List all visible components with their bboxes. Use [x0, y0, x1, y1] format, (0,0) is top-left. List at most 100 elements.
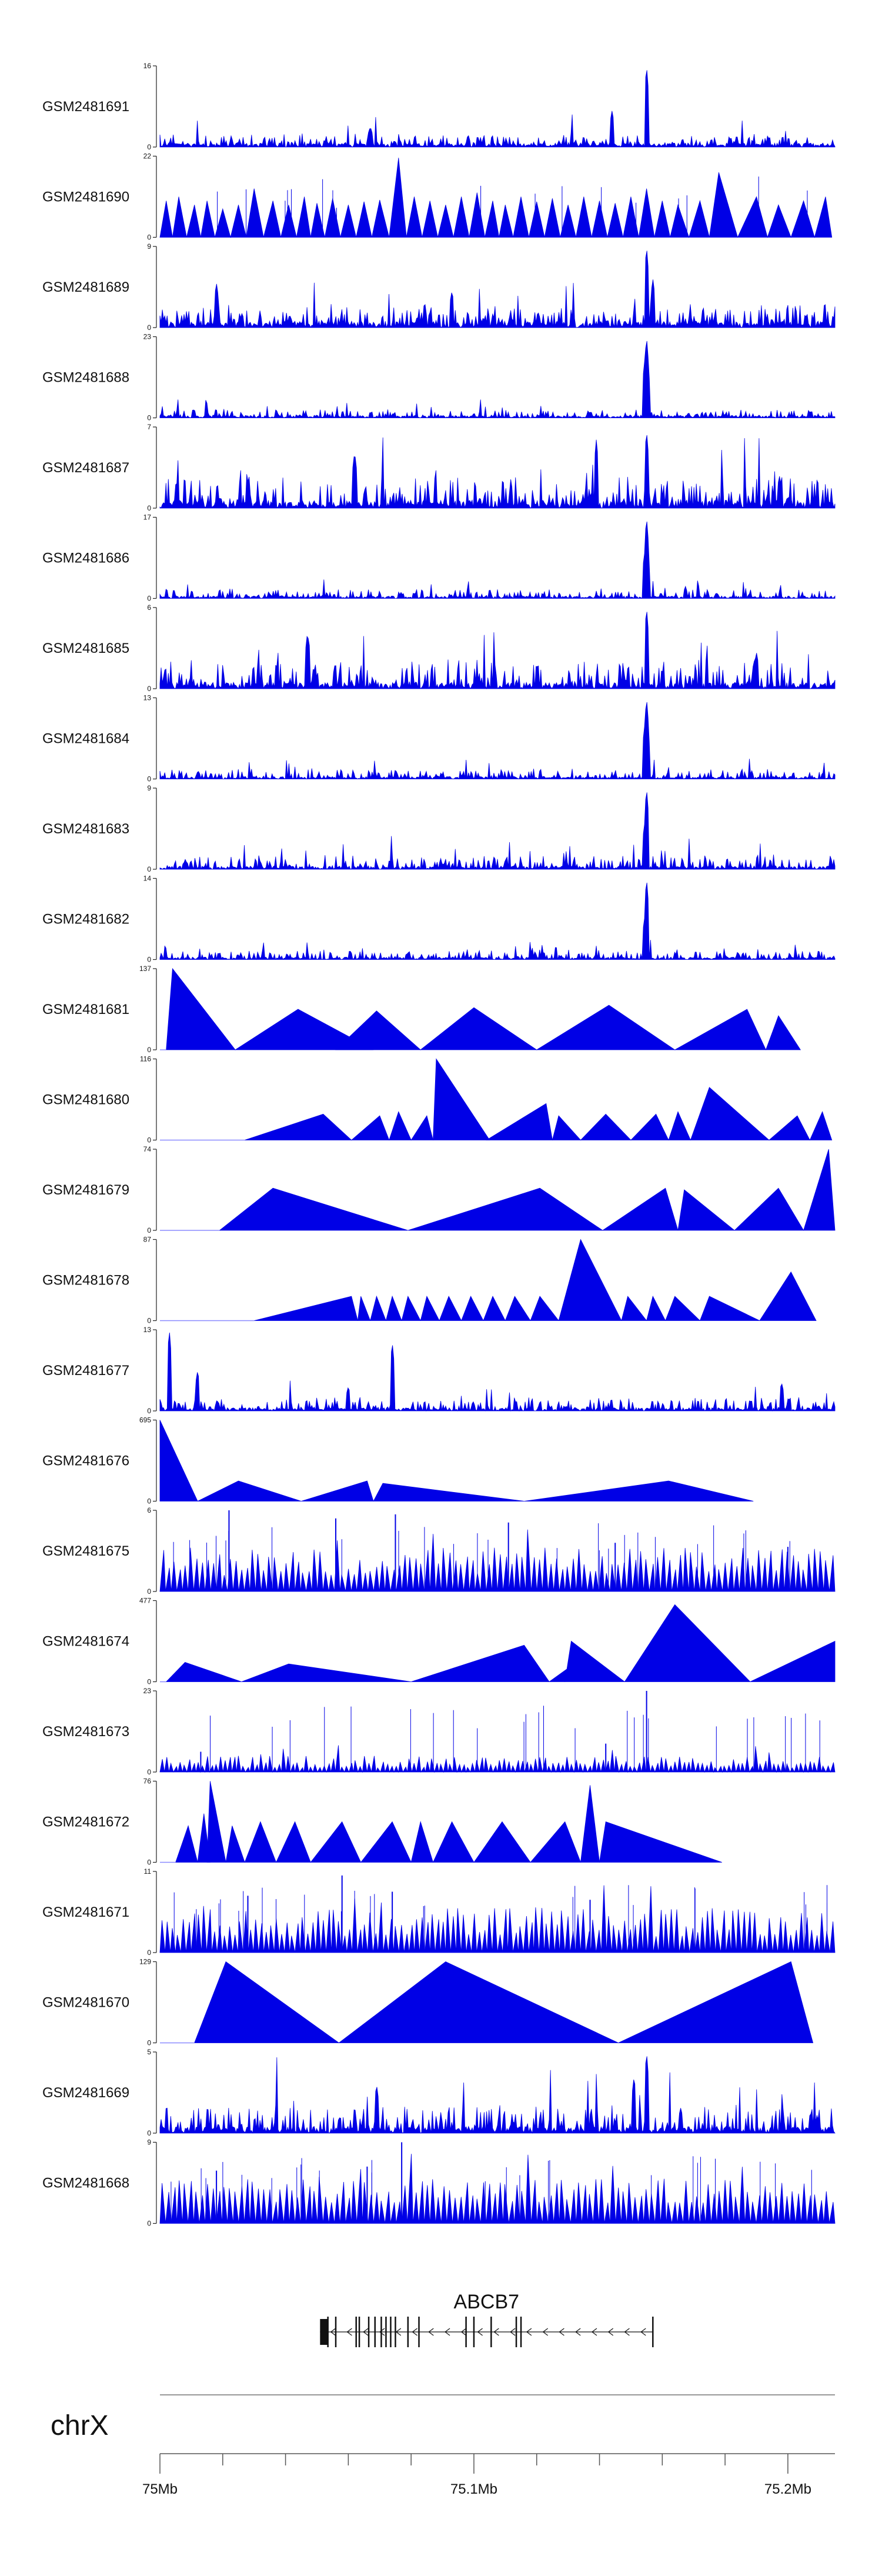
track-label: GSM2481683: [42, 821, 129, 837]
coverage-peak: [439, 1296, 462, 1321]
strand-arrow: [477, 2328, 483, 2336]
coverage-peak: [624, 1604, 751, 1682]
coverage-peak: [618, 1961, 814, 2043]
coverage-peak: [483, 1296, 506, 1321]
coverage-area: [159, 792, 836, 870]
y-max-label: 17: [143, 513, 152, 522]
y-min-label: 0: [147, 1407, 151, 1415]
y-max-label: 129: [139, 1958, 151, 1966]
coverage-peak: [524, 1480, 754, 1501]
coverage-peak: [254, 1296, 358, 1321]
coverage-peak: [389, 1111, 412, 1140]
y-min-label: 0: [147, 595, 151, 603]
y-max-label: 6: [147, 603, 151, 612]
track-label: GSM2481679: [42, 1182, 129, 1198]
coverage-peak: [310, 1821, 362, 1863]
x-tick-label: 75.2Mb: [764, 2481, 811, 2497]
coverage-area: [159, 341, 836, 419]
y-max-label: 14: [143, 875, 152, 883]
track-label: GSM2481684: [42, 731, 129, 747]
coverage-peak: [580, 1113, 632, 1140]
coverage-peak: [505, 1296, 531, 1321]
coverage-peak: [410, 1115, 434, 1140]
track-label: GSM2481681: [42, 1002, 129, 1017]
track-GSM2481681: GSM2481681 137 0: [42, 965, 801, 1054]
track-GSM2481691: GSM2481691 16 0: [42, 62, 836, 151]
y-max-label: 137: [139, 965, 151, 973]
coverage-peak: [630, 1113, 669, 1140]
track-GSM2481689: GSM2481689 9 0: [42, 242, 836, 332]
genome-axis: 75Mb 75.1Mb 75.2Mb: [142, 2453, 835, 2497]
y-max-label: 9: [147, 784, 151, 792]
strand-arrow: [542, 2328, 548, 2336]
track-label: GSM2481671: [42, 1904, 129, 1920]
y-max-label: 11: [144, 1867, 152, 1876]
track-label: GSM2481677: [42, 1363, 129, 1379]
track-GSM2481690: GSM2481690 22 0: [42, 152, 833, 242]
coverage-peak: [690, 1087, 770, 1140]
track-label: GSM2481668: [42, 2175, 129, 2191]
coverage-peak: [206, 1781, 226, 1863]
coverage-peak: [765, 1015, 801, 1050]
chromosome-track: chrX: [51, 2394, 835, 2441]
coverage-peak: [485, 1103, 553, 1140]
strand-arrow: [395, 2328, 402, 2336]
y-min-label: 0: [147, 143, 151, 151]
y-min-label: 0: [147, 504, 151, 512]
y-min-label: 0: [147, 233, 151, 242]
y-min-label: 0: [147, 865, 151, 873]
coverage-peak: [360, 1821, 412, 1863]
coverage-peak: [335, 1010, 422, 1050]
track-label: GSM2481674: [42, 1634, 129, 1650]
coverage-peak: [433, 1058, 490, 1140]
y-max-label: 23: [143, 333, 152, 341]
y-min-label: 0: [147, 1678, 151, 1686]
chromosome-label: chrX: [51, 2410, 109, 2441]
y-max-label: 116: [140, 1055, 151, 1063]
y-max-label: 13: [143, 1326, 152, 1334]
coverage-peak: [370, 1295, 386, 1321]
y-min-label: 0: [147, 414, 151, 422]
y-max-label: 9: [147, 242, 151, 251]
track-label: GSM2481680: [42, 1092, 129, 1108]
track-GSM2481668: GSM2481668 9 0: [42, 2138, 836, 2228]
coverage-area: [159, 1529, 836, 1592]
coverage-peak: [350, 1115, 390, 1140]
coverage-peak: [407, 1187, 604, 1231]
coverage-peak: [621, 1296, 647, 1321]
coverage-area: [159, 1745, 836, 1773]
coverage-peak: [194, 1961, 340, 2043]
track-label: GSM2481673: [42, 1724, 129, 1740]
coverage-peak: [385, 1295, 402, 1321]
y-max-label: 23: [143, 1687, 152, 1695]
track-label: GSM2481670: [42, 1995, 129, 2011]
strand-arrow: [510, 2328, 516, 2336]
coverage-peak: [166, 967, 236, 1050]
strand-arrow: [428, 2328, 434, 2336]
coverage-area: [159, 612, 836, 690]
y-min-label: 0: [147, 2129, 151, 2137]
coverage-peak: [803, 1149, 836, 1231]
coverage-peak: [432, 1821, 475, 1863]
coverage-area: [159, 1332, 836, 1412]
coverage-peak: [677, 1189, 736, 1231]
track-GSM2481675: GSM2481675 6 0: [42, 1506, 836, 1596]
track-label: GSM2481672: [42, 1814, 129, 1830]
coverage-peak: [646, 1295, 666, 1321]
coverage-peak: [219, 1187, 408, 1231]
y-min-label: 0: [147, 1136, 151, 1144]
gene-utr: [320, 2319, 328, 2345]
y-min-label: 0: [147, 1858, 151, 1867]
strand-arrow: [330, 2328, 336, 2336]
track-label: GSM2481689: [42, 279, 129, 295]
coverage-peak: [245, 1113, 352, 1140]
y-max-label: 7: [147, 423, 151, 431]
y-max-label: 477: [139, 1597, 151, 1605]
coverage-peak: [225, 1826, 245, 1863]
x-tick-label: 75.1Mb: [450, 2481, 497, 2497]
y-max-label: 6: [147, 1506, 151, 1514]
coverage-peak: [411, 1644, 550, 1682]
coverage-peak: [668, 1111, 691, 1140]
